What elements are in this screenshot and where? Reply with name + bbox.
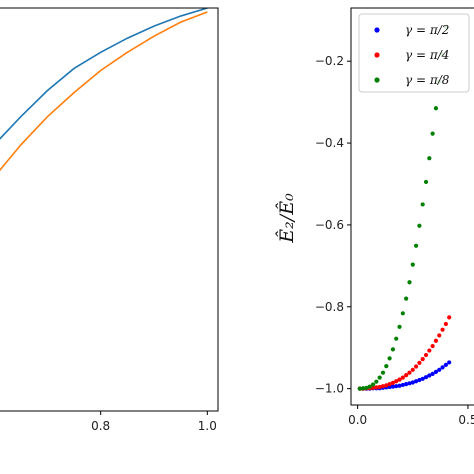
scatter-point (394, 336, 399, 341)
scatter-point (433, 369, 439, 374)
scatter-point (370, 382, 376, 387)
scatter-point (413, 379, 419, 384)
legend-marker (374, 77, 380, 83)
left-series-2-line (0, 11, 208, 172)
scatter-point (407, 381, 412, 386)
scatter-point (423, 375, 429, 380)
scatter-point (397, 324, 402, 329)
scatter-point (440, 327, 445, 332)
scatter-point (417, 360, 422, 365)
scatter-point (400, 382, 405, 388)
right-panel: −0.2−0.4−0.6−0.8−1.00.0 0.5Ê₂/Ê₀γ = π/2γ … (275, 0, 474, 427)
legend-marker (374, 27, 380, 33)
scatter-point (397, 383, 402, 388)
scatter-point (394, 384, 399, 389)
scatter-point (447, 0, 451, 1)
left-series-1-line (0, 8, 208, 140)
right-y-tick-label: −0.4 (315, 136, 344, 150)
scatter-point (420, 376, 425, 381)
scatter-point (390, 347, 396, 352)
scatter-point (427, 156, 432, 161)
scatter-point (367, 384, 372, 389)
scatter-point (387, 356, 392, 361)
left-x-tick-label: 0.8 (91, 419, 110, 433)
legend-label: γ = π/8 (405, 73, 450, 87)
scatter-point (404, 373, 409, 378)
scatter-point (374, 385, 379, 390)
scatter-point (384, 364, 389, 369)
scatter-point (410, 367, 415, 372)
scatter-point (447, 360, 452, 365)
left-plot-area (0, 8, 208, 172)
scatter-point (420, 202, 425, 207)
scatter-point (407, 370, 412, 375)
right-y-tick-label: −1.0 (315, 382, 344, 396)
scatter-point (423, 352, 429, 358)
legend-box (358, 13, 470, 93)
scatter-point (440, 365, 445, 370)
scatter-point (394, 379, 399, 384)
scatter-point (413, 243, 419, 248)
scatter-point (433, 338, 439, 343)
scatter-point (437, 367, 442, 372)
scatter-point (390, 380, 396, 385)
right-y-tick-label: −0.6 (315, 218, 344, 232)
scatter-point (384, 383, 389, 388)
scatter-point (370, 385, 376, 390)
right-axes-frame (350, 7, 474, 406)
scatter-point (404, 296, 409, 301)
scatter-point (361, 386, 366, 391)
scatter-point (437, 333, 442, 338)
scatter-point (423, 179, 429, 185)
scatter-point (397, 377, 402, 382)
legend-label: γ = π/4 (405, 48, 449, 62)
left-panel: 0.8 1.0 (0, 7, 219, 433)
scatter-point (407, 280, 412, 285)
scatter-point (390, 384, 396, 389)
scatter-point (364, 385, 369, 390)
scatter-point (410, 262, 415, 267)
scatter-point (374, 379, 379, 384)
scatter-point (447, 315, 452, 320)
scatter-point (433, 106, 439, 111)
scatter-point (443, 321, 448, 327)
scatter-point (410, 380, 415, 385)
right-x-tick-label: 0.5 (458, 413, 474, 427)
scatter-point (430, 343, 435, 349)
scatter-point (430, 371, 435, 376)
right-y-tick-label: −0.2 (315, 54, 344, 68)
right-x-tick-label: 0.0 (348, 413, 367, 427)
scatter-point (404, 382, 409, 387)
scatter-point (417, 377, 422, 383)
scatter-point (380, 370, 386, 375)
scatter-point (420, 357, 425, 362)
left-x-tick-label: 1.0 (198, 419, 217, 433)
left-axes-frame (0, 7, 219, 412)
legend-marker (374, 52, 380, 58)
legend: γ = π/2 γ = π/4 γ = π/8 (358, 13, 470, 93)
scatter-point (400, 311, 405, 316)
legend-label: γ = π/2 (405, 23, 449, 37)
right-series-2 (357, 315, 452, 391)
scatter-point (443, 362, 448, 367)
scatter-point (387, 382, 392, 387)
scatter-point (417, 223, 422, 228)
scatter-point (427, 348, 432, 353)
scatter-point (380, 384, 386, 389)
right-y-tick-label: −0.8 (315, 300, 344, 314)
scatter-point (427, 373, 432, 378)
scatter-point (377, 375, 382, 380)
scatter-point (400, 375, 405, 380)
scatter-point (357, 386, 362, 391)
scatter-point (430, 131, 435, 136)
right-y-axis-label: Ê₂/Ê₀ (275, 193, 298, 244)
scatter-point (413, 364, 419, 369)
scatter-point (377, 384, 382, 390)
